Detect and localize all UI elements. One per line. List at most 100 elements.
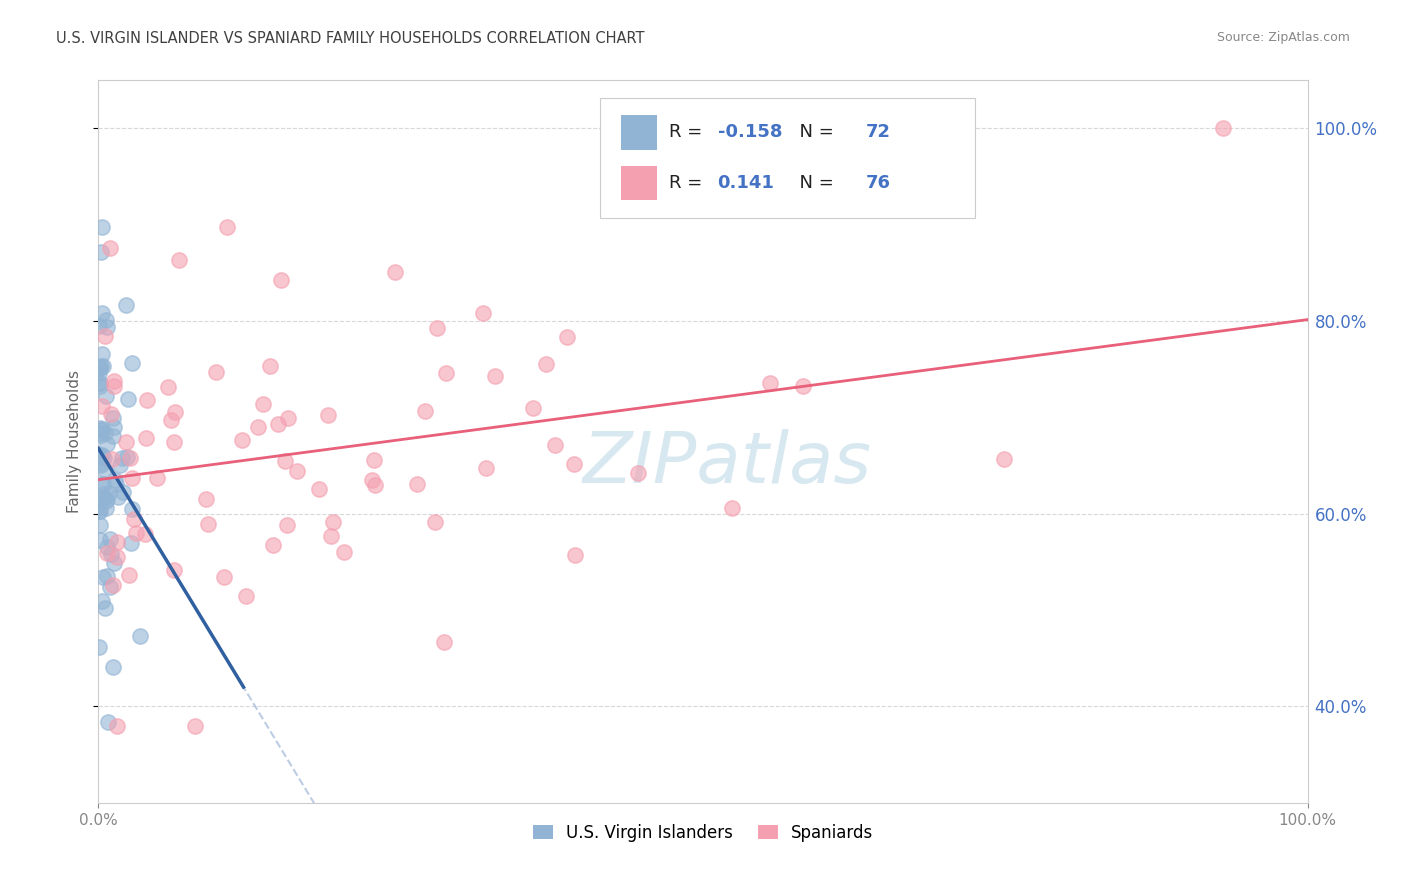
- Text: U.S. VIRGIN ISLANDER VS SPANIARD FAMILY HOUSEHOLDS CORRELATION CHART: U.S. VIRGIN ISLANDER VS SPANIARD FAMILY …: [56, 31, 645, 46]
- Point: [235, 590, 257, 604]
- Y-axis label: Family Households: Family Households: [67, 370, 83, 513]
- Point: [89, 424, 111, 438]
- Point: [107, 491, 129, 505]
- Point: [98, 581, 121, 595]
- Point: [259, 359, 281, 373]
- Point: [89, 517, 111, 532]
- Point: [91, 359, 114, 373]
- Point: [262, 538, 284, 552]
- Point: [475, 460, 498, 475]
- Point: [94, 389, 117, 403]
- Point: [91, 220, 114, 235]
- Point: [121, 501, 143, 516]
- Point: [112, 484, 135, 499]
- Point: [555, 330, 578, 344]
- Point: [90, 422, 112, 436]
- Point: [89, 533, 111, 547]
- Text: 76: 76: [866, 174, 891, 192]
- FancyBboxPatch shape: [621, 115, 657, 150]
- Point: [114, 298, 136, 312]
- Point: [87, 376, 110, 390]
- Point: [105, 535, 128, 549]
- Point: [125, 526, 148, 541]
- Point: [993, 451, 1015, 466]
- Point: [165, 405, 187, 419]
- Legend: U.S. Virgin Islanders, Spaniards: U.S. Virgin Islanders, Spaniards: [526, 817, 880, 848]
- Point: [96, 546, 118, 560]
- Point: [117, 392, 139, 406]
- Point: [270, 273, 292, 287]
- Point: [195, 492, 218, 507]
- Point: [93, 450, 115, 465]
- Point: [91, 476, 114, 491]
- Point: [564, 549, 586, 563]
- Point: [96, 541, 118, 555]
- Point: [564, 457, 586, 471]
- Point: [90, 448, 112, 462]
- Point: [90, 427, 112, 442]
- Text: 72: 72: [866, 123, 891, 141]
- Point: [103, 577, 125, 591]
- Point: [105, 719, 128, 733]
- Point: [134, 527, 156, 541]
- Point: [89, 421, 111, 435]
- Point: [118, 450, 141, 465]
- Point: [104, 477, 127, 491]
- Text: R =: R =: [669, 174, 714, 192]
- Point: [544, 438, 567, 452]
- Point: [101, 411, 124, 425]
- Point: [115, 450, 138, 464]
- Point: [274, 454, 297, 468]
- Point: [146, 471, 169, 485]
- Point: [163, 563, 186, 577]
- Point: [252, 397, 274, 411]
- Point: [91, 570, 114, 584]
- Text: -0.158: -0.158: [717, 123, 782, 141]
- Point: [89, 361, 111, 376]
- Point: [333, 545, 356, 559]
- Point: [118, 567, 141, 582]
- Point: [108, 458, 131, 472]
- Point: [101, 428, 124, 442]
- Point: [100, 407, 122, 421]
- Point: [1212, 121, 1234, 136]
- Point: [94, 328, 117, 343]
- Point: [363, 453, 385, 467]
- Point: [87, 425, 110, 440]
- Point: [111, 450, 134, 465]
- Point: [276, 518, 298, 533]
- Text: 0.141: 0.141: [717, 174, 775, 192]
- Point: [318, 409, 340, 423]
- Point: [94, 426, 117, 441]
- Point: [285, 464, 308, 478]
- Point: [405, 477, 427, 491]
- Point: [90, 456, 112, 470]
- Point: [98, 532, 121, 546]
- Point: [96, 437, 118, 451]
- Point: [120, 536, 142, 550]
- Point: [721, 501, 744, 516]
- Point: [434, 366, 457, 380]
- Point: [484, 368, 506, 383]
- Text: ZIPatlas: ZIPatlas: [582, 429, 872, 498]
- Point: [215, 219, 238, 234]
- Point: [121, 355, 143, 369]
- Point: [90, 458, 112, 473]
- Point: [115, 435, 138, 450]
- Point: [135, 431, 157, 445]
- Point: [87, 500, 110, 515]
- Point: [105, 549, 128, 564]
- Point: [205, 365, 228, 379]
- Point: [90, 347, 112, 361]
- Text: N =: N =: [787, 123, 839, 141]
- Point: [792, 378, 814, 392]
- Point: [90, 400, 112, 414]
- Point: [103, 378, 125, 392]
- Point: [169, 253, 191, 268]
- Point: [426, 321, 449, 335]
- Point: [89, 319, 111, 334]
- Point: [129, 629, 152, 643]
- Point: [184, 719, 207, 733]
- Point: [759, 376, 782, 391]
- Point: [433, 635, 456, 649]
